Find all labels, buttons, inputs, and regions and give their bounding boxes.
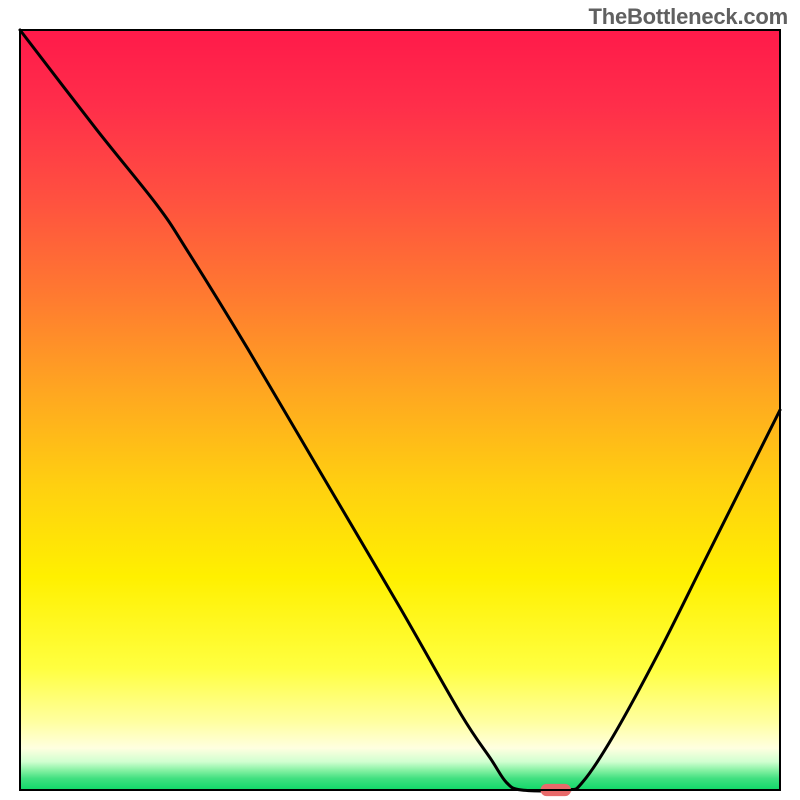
gradient-background — [20, 30, 780, 790]
chart-container: TheBottleneck.com — [0, 0, 800, 800]
chart-svg — [0, 0, 800, 800]
watermark-text: TheBottleneck.com — [588, 4, 788, 30]
